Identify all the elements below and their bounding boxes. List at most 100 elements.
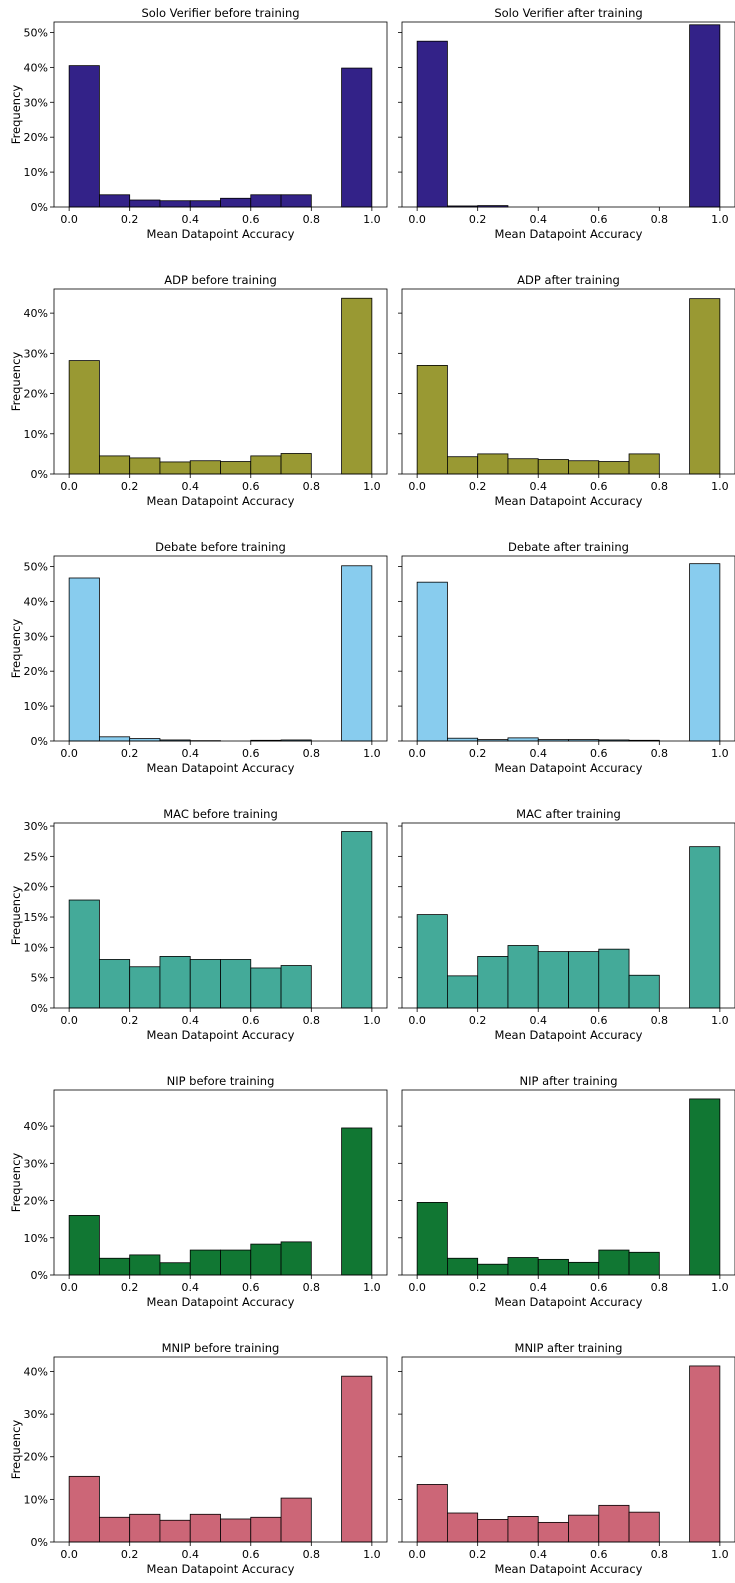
y-axis-label: Frequency	[9, 886, 23, 946]
x-tick-label: 1.0	[363, 480, 381, 493]
histogram-bar	[689, 846, 721, 1009]
chart-title: ADP before training	[164, 273, 277, 287]
x-tick-label: 0.6	[590, 1014, 608, 1027]
y-tick-label: 40%	[24, 61, 48, 74]
axes-frame	[401, 555, 735, 742]
histogram-panel: 0.0 0.2 0.4 0.6 0.8 1.0 0% 5% 10% 15% 20% 25% 30% MAC…	[9, 807, 388, 1042]
x-axis-label: Mean Datapoint Accuracy	[147, 494, 295, 508]
chart-title: MNIP after training	[515, 1341, 623, 1355]
histogram-bar	[220, 461, 252, 475]
x-tick-label: 0.4	[181, 1014, 199, 1027]
histogram-panel: 0.0 0.2 0.4 0.6 0.8 1.0 0% 10% 20% 30% 40% MNIP bef…	[9, 1341, 388, 1576]
x-tick-label: 0.6	[590, 747, 608, 760]
histogram-bar	[189, 1513, 221, 1543]
y-tick-label: 10%	[24, 1493, 48, 1506]
histogram-bar	[99, 1257, 131, 1276]
y-tick-label: 40%	[24, 1120, 48, 1133]
histogram-bar	[129, 199, 161, 208]
histogram-bar	[507, 1257, 539, 1276]
histogram-panel: 0.0 0.2 0.4 0.6 0.8 1.0 ADP after training Mean…	[398, 273, 735, 508]
axes-frame	[53, 21, 388, 208]
x-tick-label: 0.8	[651, 480, 669, 493]
x-tick-label: 0.8	[303, 1281, 321, 1294]
histogram-bar	[250, 1516, 282, 1543]
y-tick-label: 40%	[24, 595, 48, 608]
histogram-bar	[416, 40, 448, 208]
x-axis-label: Mean Datapoint Accuracy	[495, 1295, 643, 1309]
histogram-bar	[280, 965, 312, 1009]
histogram-bar	[68, 1475, 100, 1543]
axes-frame	[401, 288, 735, 475]
histogram-bar	[129, 966, 161, 1009]
histogram-bar	[537, 459, 569, 475]
x-axis-label: Mean Datapoint Accuracy	[495, 761, 643, 775]
histogram-panel: 0.0 0.2 0.4 0.6 0.8 1.0 Debate after training M…	[398, 540, 735, 775]
y-tick-label: 0%	[31, 735, 48, 748]
histogram-bar	[250, 194, 282, 208]
x-tick-label: 0.0	[60, 480, 78, 493]
x-axis-label: Mean Datapoint Accuracy	[495, 227, 643, 241]
histogram-bar	[628, 453, 660, 475]
x-tick-label: 0.0	[60, 1014, 78, 1027]
x-tick-label: 0.4	[529, 1281, 547, 1294]
x-tick-label: 1.0	[363, 747, 381, 760]
x-tick-label: 1.0	[711, 1281, 729, 1294]
histogram-bar	[159, 200, 191, 208]
x-tick-label: 0.6	[242, 480, 260, 493]
histogram-bar	[99, 455, 131, 475]
y-axis-label: Frequency	[9, 1420, 23, 1480]
chart-title: MAC after training	[516, 807, 621, 821]
x-axis-label: Mean Datapoint Accuracy	[147, 1028, 295, 1042]
histogram-bar	[159, 956, 191, 1009]
x-axis-label: Mean Datapoint Accuracy	[495, 1028, 643, 1042]
y-tick-label: 30%	[24, 820, 48, 833]
y-tick-label: 30%	[24, 347, 48, 360]
histogram-bar	[129, 1513, 161, 1543]
x-tick-label: 0.4	[529, 213, 547, 226]
x-tick-label: 1.0	[711, 1548, 729, 1561]
x-tick-label: 0.6	[590, 480, 608, 493]
x-axis-label: Mean Datapoint Accuracy	[495, 1562, 643, 1576]
x-tick-label: 0.2	[469, 1281, 487, 1294]
x-tick-label: 0.0	[408, 1548, 426, 1561]
histogram-bar	[447, 456, 479, 475]
histogram-bar	[628, 1251, 660, 1276]
x-tick-label: 0.2	[121, 1014, 139, 1027]
histogram-bar	[447, 737, 479, 742]
histogram-bar	[280, 194, 312, 208]
histogram-bar	[99, 194, 131, 208]
histogram-bar	[416, 581, 448, 742]
x-tick-label: 0.2	[121, 1548, 139, 1561]
chart-title: MAC before training	[163, 807, 278, 821]
histogram-bar	[689, 298, 721, 475]
y-tick-label: 50%	[24, 560, 48, 573]
histogram-bar	[189, 959, 221, 1009]
histogram-bar	[280, 1497, 312, 1543]
y-tick-label: 10%	[24, 428, 48, 441]
histogram-bar	[250, 455, 282, 475]
histogram-bar	[568, 460, 600, 475]
histogram-bar	[220, 1249, 252, 1276]
x-tick-label: 0.0	[408, 213, 426, 226]
y-tick-label: 20%	[24, 881, 48, 894]
x-tick-label: 1.0	[711, 1014, 729, 1027]
y-axis-label: Frequency	[9, 352, 23, 412]
x-tick-label: 1.0	[363, 1548, 381, 1561]
histogram-bar	[447, 1512, 479, 1543]
y-tick-label: 10%	[24, 166, 48, 179]
x-tick-label: 1.0	[711, 747, 729, 760]
x-tick-label: 0.2	[469, 213, 487, 226]
x-tick-label: 0.4	[181, 213, 199, 226]
x-tick-label: 1.0	[363, 1281, 381, 1294]
histogram-bar	[129, 1254, 161, 1276]
x-tick-label: 0.0	[60, 1281, 78, 1294]
histogram-bar	[477, 453, 509, 475]
y-axis-label: Frequency	[9, 85, 23, 145]
x-tick-label: 0.2	[469, 1014, 487, 1027]
x-axis-label: Mean Datapoint Accuracy	[147, 1295, 295, 1309]
histogram-bar	[537, 1258, 569, 1276]
x-tick-label: 0.4	[529, 1014, 547, 1027]
x-tick-label: 0.6	[590, 213, 608, 226]
histogram-panel: 0.0 0.2 0.4 0.6 0.8 1.0 Solo Verifier after tr…	[398, 6, 735, 241]
histogram-panel: 0.0 0.2 0.4 0.6 0.8 1.0 MAC after training Mean…	[398, 807, 735, 1042]
